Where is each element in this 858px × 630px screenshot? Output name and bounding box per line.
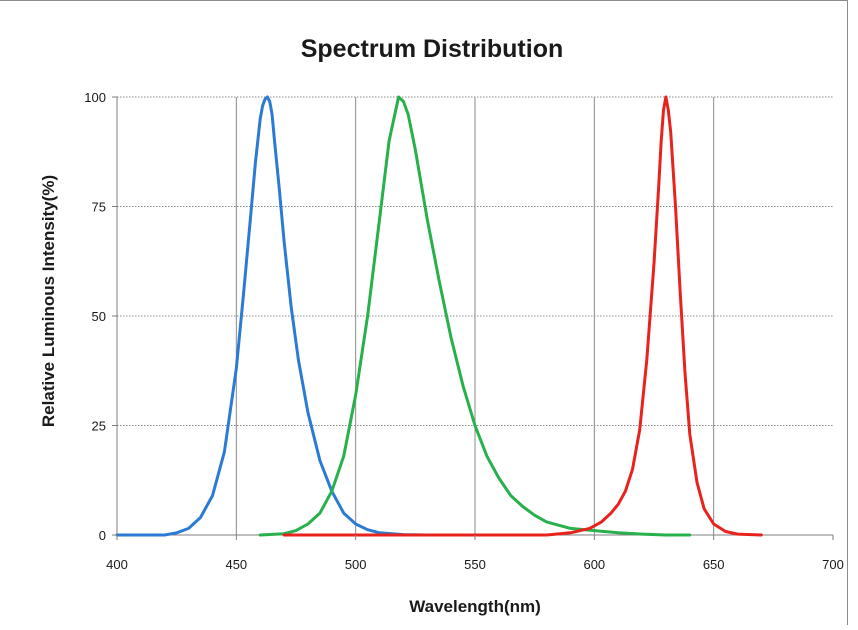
grid-layer <box>116 96 833 536</box>
y-tick-label: 100 <box>84 90 106 105</box>
y-tick-label: 75 <box>92 200 106 215</box>
tick-layer: 0 25 50 75 100 400 450 500 550 600 650 700 <box>84 90 844 572</box>
x-tick-label: 450 <box>225 557 247 572</box>
x-tick-label: 700 <box>822 557 844 572</box>
y-tick-label: 0 <box>99 528 106 543</box>
x-tick-label: 650 <box>703 557 725 572</box>
y-axis-label: Relative Luminous Intensity(%) <box>39 175 58 427</box>
chart-title: Spectrum Distribution <box>301 35 564 63</box>
series-line-2 <box>258 95 692 537</box>
x-tick-label: 600 <box>583 557 605 572</box>
x-axis-label: Wavelength(nm) <box>409 597 541 616</box>
y-tick-label: 50 <box>92 309 106 324</box>
x-tick-label: 550 <box>464 557 486 572</box>
y-tick-label: 25 <box>92 419 106 434</box>
series-line-3 <box>282 95 763 537</box>
x-tick-label: 400 <box>106 557 128 572</box>
x-tick-label: 500 <box>345 557 367 572</box>
series-line-1 <box>115 95 453 537</box>
series-layer <box>115 95 763 537</box>
